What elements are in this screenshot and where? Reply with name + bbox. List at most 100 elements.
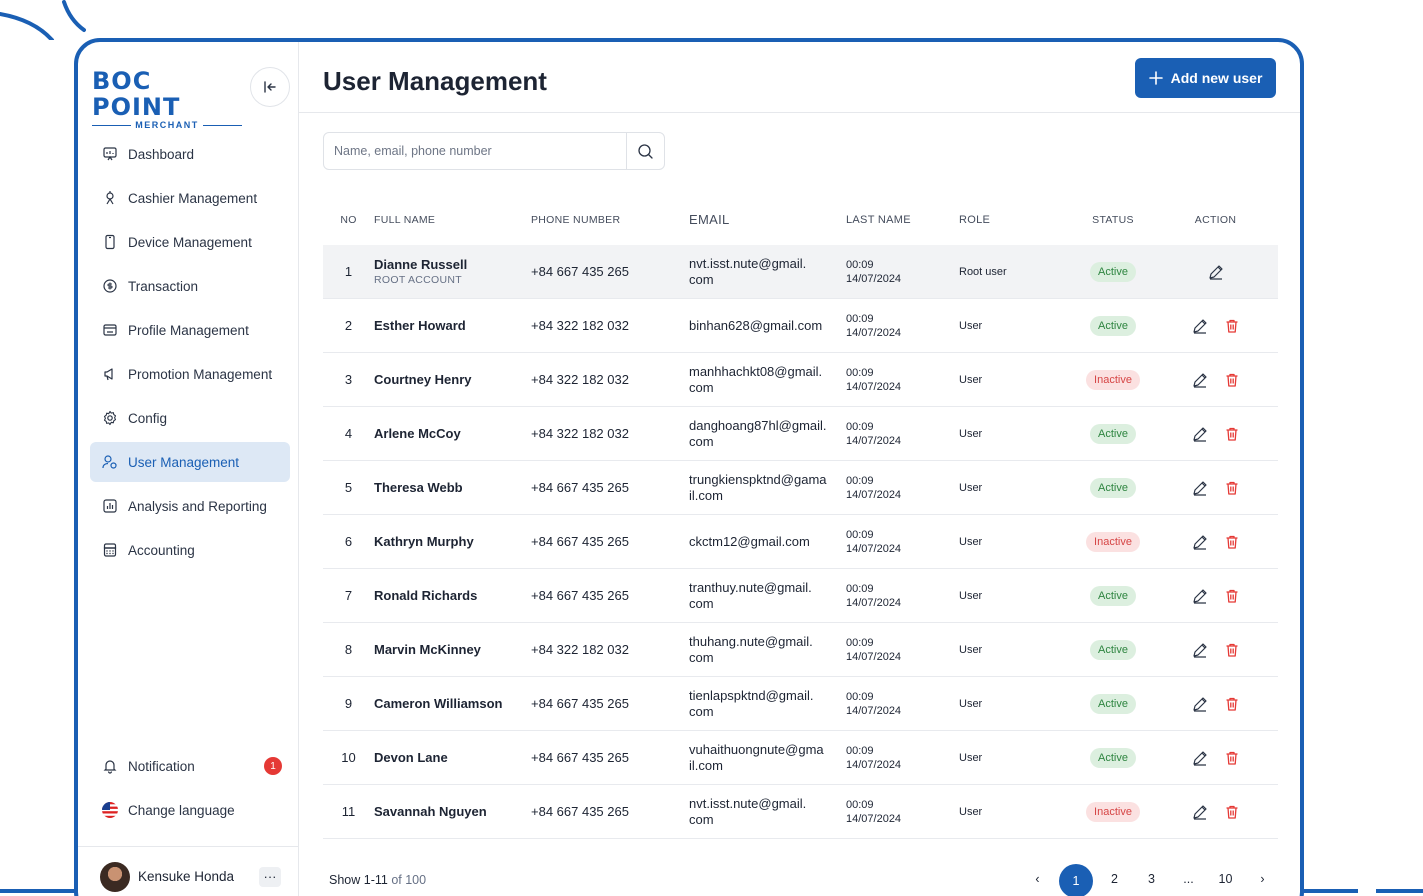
delete-icon[interactable]	[1223, 587, 1241, 605]
last-date: 14/07/2024	[846, 596, 902, 609]
cell-action	[1153, 533, 1278, 551]
delete-icon[interactable]	[1223, 695, 1241, 713]
status-badge: Active	[1090, 315, 1136, 336]
cell-phone: +84 667 435 265	[531, 750, 629, 765]
column-header-action: ACTION	[1194, 214, 1237, 226]
prev-page-chevron-icon[interactable]: ‹	[1035, 872, 1040, 886]
cell-last-name: 00:09 14/07/2024	[846, 636, 959, 664]
edit-icon[interactable]	[1191, 587, 1209, 605]
column-header-last-name: LAST NAME	[846, 214, 911, 226]
table-row[interactable]: 8 Marvin McKinney +84 322 182 032 thuhang.n…	[323, 623, 1278, 677]
column-header-email: EMAIL	[689, 212, 730, 227]
table-row[interactable]: 5 Theresa Webb +84 667 435 265 trungkienspk…	[323, 461, 1278, 515]
cell-status: Active	[1073, 747, 1153, 768]
edit-icon[interactable]	[1191, 317, 1209, 335]
page-3[interactable]: 3	[1148, 872, 1155, 886]
email-line-1: manhhachkt08@gmail.	[689, 363, 823, 379]
cell-role: User	[959, 643, 983, 656]
last-time: 00:09	[846, 474, 874, 487]
cell-phone: +84 322 182 032	[531, 372, 629, 387]
table-row[interactable]: 6 Kathryn Murphy +84 667 435 265 ckctm12@gm…	[323, 515, 1278, 569]
delete-icon[interactable]	[1223, 479, 1241, 497]
table-header: NO FULL NAME PHONE NUMBER EMAIL LAST NAM…	[323, 195, 1278, 245]
sidebar-item-analysis-and-reporting[interactable]: Analysis and Reporting	[90, 486, 290, 526]
sidebar-item-device-management[interactable]: Device Management	[90, 222, 290, 262]
current-user[interactable]: Kensuke Honda ···	[78, 846, 299, 896]
search-input[interactable]	[324, 133, 626, 169]
next-page-chevron-icon[interactable]: ›	[1260, 872, 1265, 886]
page-10[interactable]: 10	[1218, 872, 1233, 886]
add-new-user-label: Add new user	[1170, 70, 1263, 86]
page-2[interactable]: 2	[1111, 872, 1118, 886]
table-row[interactable]: 2 Esther Howard +84 322 182 032 binhan628@g…	[323, 299, 1278, 353]
cell-no: 1	[344, 264, 353, 279]
edit-icon[interactable]	[1191, 371, 1209, 389]
cell-action	[1153, 695, 1278, 713]
table-row[interactable]: 9 Cameron Williamson +84 667 435 265 tienla…	[323, 677, 1278, 731]
table-row[interactable]: 10 Devon Lane +84 667 435 265 vuhaithuongnu…	[323, 731, 1278, 785]
cell-phone: +84 667 435 265	[531, 534, 629, 549]
user-full-name: Courtney Henry	[374, 372, 472, 387]
edit-icon[interactable]	[1191, 425, 1209, 443]
last-date: 14/07/2024	[846, 326, 902, 339]
sidebar-item-config[interactable]: Config	[90, 398, 290, 438]
cell-phone: +84 322 182 032	[531, 642, 629, 657]
edit-icon[interactable]	[1191, 641, 1209, 659]
cell-phone: +84 322 182 032	[531, 318, 629, 333]
delete-icon[interactable]	[1223, 803, 1241, 821]
cell-no: 3	[344, 372, 353, 387]
edit-icon[interactable]	[1191, 803, 1209, 821]
cell-action	[1153, 803, 1278, 821]
edit-icon[interactable]	[1191, 749, 1209, 767]
sidebar-item-cashier-management[interactable]: Cashier Management	[90, 178, 290, 218]
page-ellipsis: ...	[1183, 872, 1194, 886]
cell-full-name: Esther Howard	[374, 318, 531, 333]
cell-phone: +84 667 435 265	[531, 480, 629, 495]
cell-last-name: 00:09 14/07/2024	[846, 528, 959, 556]
user-full-name: Dianne Russell	[374, 257, 468, 272]
delete-icon[interactable]	[1223, 641, 1241, 659]
table-row[interactable]: 11 Savannah Nguyen +84 667 435 265 nvt.isst…	[323, 785, 1278, 839]
table-body: 1 Dianne Russell ROOT ACCOUNT +84 667 435 2…	[323, 245, 1278, 839]
add-new-user-button[interactable]: Add new user	[1135, 58, 1276, 98]
cell-status: Inactive	[1073, 801, 1153, 822]
collapse-sidebar-button[interactable]	[250, 67, 290, 107]
delete-icon[interactable]	[1223, 749, 1241, 767]
email-line-1: binhan628@gmail.com	[689, 317, 823, 333]
sidebar-item-label: Transaction	[128, 278, 199, 294]
sidebar-item-label: Cashier Management	[128, 190, 258, 206]
page-1[interactable]: 1	[1059, 864, 1093, 896]
edit-icon[interactable]	[1191, 695, 1209, 713]
sidebar-item-change-language[interactable]: Change language	[90, 790, 290, 830]
sidebar-item-dashboard[interactable]: Dashboard	[90, 134, 290, 174]
search-button[interactable]	[626, 133, 664, 169]
cell-status: Inactive	[1073, 531, 1153, 552]
cell-email: ckctm12@gmail.com	[689, 534, 846, 550]
edit-icon[interactable]	[1191, 533, 1209, 551]
table-row[interactable]: 4 Arlene McCoy +84 322 182 032 danghoang87h…	[323, 407, 1278, 461]
status-badge: Active	[1090, 423, 1136, 444]
user-name: Kensuke Honda	[138, 869, 235, 884]
user-more-button[interactable]: ···	[259, 866, 281, 887]
last-time: 00:09	[846, 528, 874, 541]
table-row[interactable]: 1 Dianne Russell ROOT ACCOUNT +84 667 435 2…	[323, 245, 1278, 299]
sidebar-item-user-management[interactable]: User Management	[90, 442, 290, 482]
cell-role: Root user	[959, 265, 1007, 278]
user-full-name: Cameron Williamson	[374, 696, 503, 711]
notification-label: Notification	[128, 758, 195, 774]
user-full-name: Arlene McCoy	[374, 426, 461, 441]
sidebar-item-notification[interactable]: Notification 1	[90, 746, 290, 786]
delete-icon[interactable]	[1223, 425, 1241, 443]
sidebar-item-promotion-management[interactable]: Promotion Management	[90, 354, 290, 394]
delete-icon[interactable]	[1223, 371, 1241, 389]
sidebar-item-transaction[interactable]: Transaction	[90, 266, 290, 306]
sidebar-item-accounting[interactable]: Accounting	[90, 530, 290, 570]
table-row[interactable]: 7 Ronald Richards +84 667 435 265 tranthuy.…	[323, 569, 1278, 623]
edit-icon[interactable]	[1207, 263, 1225, 281]
sidebar-item-profile-management[interactable]: Profile Management	[90, 310, 290, 350]
delete-icon[interactable]	[1223, 317, 1241, 335]
sidebar-item-label: Analysis and Reporting	[128, 498, 267, 514]
table-row[interactable]: 3 Courtney Henry +84 322 182 032 manhhachkt…	[323, 353, 1278, 407]
delete-icon[interactable]	[1223, 533, 1241, 551]
edit-icon[interactable]	[1191, 479, 1209, 497]
